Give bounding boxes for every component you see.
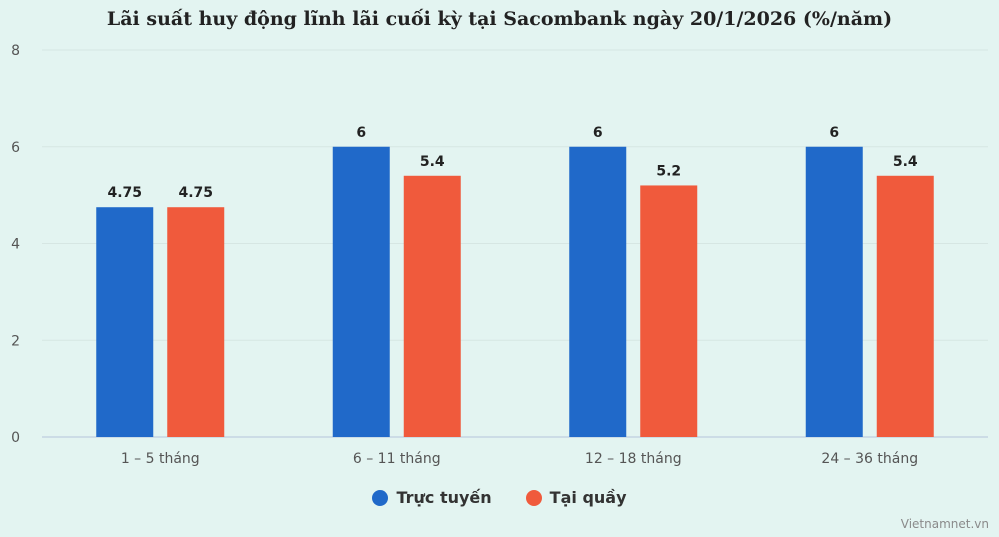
y-tick-label: 6 [11,140,20,156]
bar [876,175,934,437]
legend-item-online[interactable]: Trực tuyến [372,488,492,507]
x-tick-label: 1 – 5 tháng [121,451,200,467]
x-tick-label: 6 – 11 tháng [353,451,441,467]
bar [569,146,627,437]
data-label: 6 [829,125,839,141]
y-tick-label: 0 [11,430,20,446]
data-label: 4.75 [107,185,142,201]
y-tick-label: 2 [11,333,20,349]
data-label: 4.75 [178,185,213,201]
legend-label-online: Trực tuyến [396,488,492,507]
y-tick-label: 8 [11,43,20,59]
legend-label-counter: Tại quầy [549,488,627,507]
bar [640,185,698,437]
chart-legend: Trực tuyến Tại quầy [0,488,999,507]
watermark: Vietnamnet.vn [900,517,989,531]
bar [805,146,863,437]
bar [167,207,225,437]
data-label: 5.2 [656,163,681,179]
data-label: 6 [593,125,603,141]
bar [96,207,154,437]
legend-swatch-online [372,489,389,506]
legend-swatch-counter [525,489,542,506]
bar [332,146,390,437]
bar [403,175,461,437]
data-label: 5.4 [420,154,445,170]
x-tick-label: 12 – 18 tháng [585,451,682,467]
x-tick-label: 24 – 36 tháng [821,451,918,467]
data-label: 6 [356,125,366,141]
chart-title: Lãi suất huy động lĩnh lãi cuối kỳ tại S… [106,8,893,30]
data-label: 5.4 [893,154,918,170]
y-tick-label: 4 [11,237,20,253]
legend-item-counter[interactable]: Tại quầy [525,488,627,507]
